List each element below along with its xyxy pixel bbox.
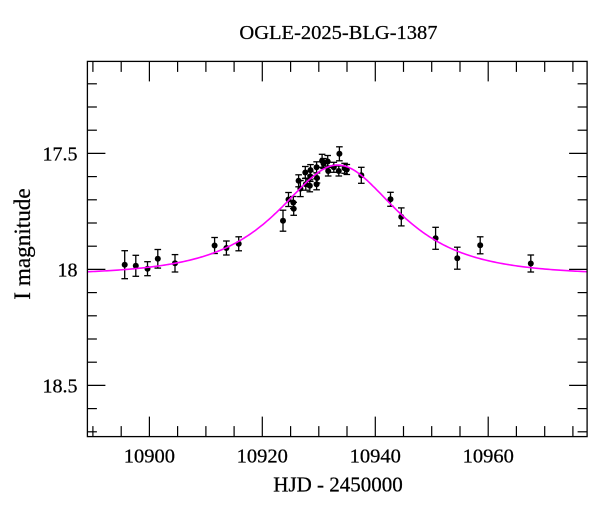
svg-text:18.5: 18.5 [43,375,78,397]
svg-text:I magnitude: I magnitude [10,188,36,299]
svg-text:10920: 10920 [237,446,288,468]
svg-text:10940: 10940 [350,446,401,468]
svg-text:HJD - 2450000: HJD - 2450000 [273,473,403,497]
svg-text:10900: 10900 [124,446,175,468]
svg-text:10960: 10960 [463,446,514,468]
svg-text:17.5: 17.5 [43,143,78,165]
svg-text:18: 18 [58,259,78,281]
svg-text:OGLE-2025-BLG-1387: OGLE-2025-BLG-1387 [239,22,437,44]
